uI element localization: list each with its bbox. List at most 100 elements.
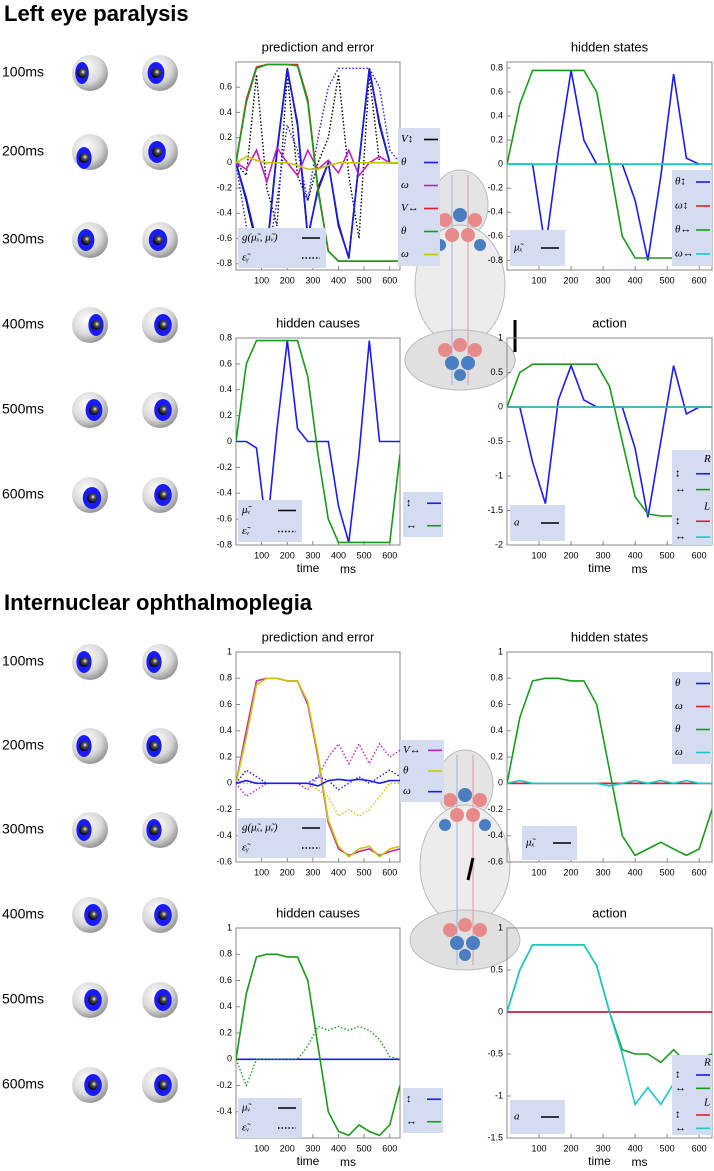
x-axis-unit: ms [632,1155,648,1166]
key-label: μ̃ᵥ [241,504,253,516]
x-tick-label: 200 [280,550,295,560]
key-label: ε̃ᵥ [242,525,251,537]
legend-label: ↕ [406,497,412,509]
eye [72,728,108,764]
y-tick-label: 0.8 [219,673,232,683]
x-tick-label: 600 [692,1143,707,1153]
x-tick-label: 300 [596,1143,611,1153]
x-tick-label: 300 [596,867,611,877]
x-axis-label: time [588,561,611,575]
x-tick-label: 100 [532,867,547,877]
section-title: Internuclear ophthalmoplegia [4,590,313,615]
eye [72,392,108,428]
x-tick-label: 400 [628,550,643,560]
legend-box [672,672,712,764]
y-tick-label: 0 [227,1054,232,1064]
y-tick-label: -0.4 [487,207,503,217]
x-tick-label: 300 [305,550,320,560]
y-tick-label: -0.4 [216,830,232,840]
time-label: 600ms [2,1076,44,1092]
time-label: 500ms [2,401,44,417]
y-tick-label: -0.2 [216,804,232,814]
eye [142,55,178,91]
key-box [238,818,326,858]
x-axis-unit: ms [340,562,356,576]
series-line [507,944,712,1064]
chart-title: action [592,905,627,920]
plot-frame [506,927,713,1139]
key-label: μ̃ᵥ [241,1102,253,1114]
y-tick-label: 0.2 [490,751,503,761]
x-tick-label: 100 [532,275,547,285]
y-tick-label: 1 [227,922,232,932]
eye [142,982,178,1018]
x-axis-label: time [297,1154,320,1166]
x-tick-label: 400 [628,275,643,285]
legend-label: ↕ [675,467,681,479]
x-tick-label: 300 [305,867,320,877]
chart-title: hidden causes [276,905,360,920]
x-tick-label: 300 [305,275,320,285]
y-tick-label: 1 [498,922,503,932]
eye [72,477,108,513]
x-tick-label: 600 [382,550,397,560]
y-tick-label: 0.2 [219,1027,232,1037]
x-tick-label: 300 [596,550,611,560]
eye [142,477,178,513]
y-tick-label: -0.2 [487,183,503,193]
legend-box [403,1088,443,1133]
y-tick-label: 0.8 [219,949,232,959]
time-label: 200ms [2,737,44,753]
x-tick-label: 100 [532,550,547,560]
pupil [79,825,89,835]
pupil [87,493,97,503]
eye [72,134,108,170]
eye [142,897,178,933]
y-tick-label: -0.2 [216,182,232,192]
eye [142,812,178,848]
x-tick-label: 400 [628,1143,643,1153]
x-tick-label: 200 [564,275,579,285]
x-tick-label: 500 [357,1143,372,1153]
legend-label: ↔ [675,1082,686,1094]
y-tick-label: -0.6 [487,231,503,241]
y-tick-label: -0.2 [216,462,232,472]
y-tick-label: -2 [495,539,503,549]
x-tick-label: 500 [660,867,675,877]
legend-label: ↔ [406,519,417,531]
chart-title: prediction and error [262,39,375,54]
legend-box [672,450,712,545]
y-tick-label: -0.5 [487,1048,503,1058]
y-tick-label: 0.8 [490,673,503,683]
legend-label: ↔ [406,1115,417,1127]
pupil [149,825,159,835]
legend-label: ↔ [675,483,686,495]
y-tick-label: -0.4 [216,488,232,498]
key-label: a [514,517,520,529]
x-tick-label: 600 [382,275,397,285]
legend-box [403,492,443,537]
legend-label: ω [401,248,409,260]
y-tick-label: 0 [498,1006,503,1016]
pupil [88,1080,98,1090]
legend-group-label: L [703,1097,710,1109]
eye [142,222,178,258]
series-line [236,953,400,1137]
x-tick-label: 200 [280,867,295,877]
pupil [89,405,99,415]
chart-title: hidden states [571,39,649,54]
key-box [238,500,302,542]
y-tick-label: 0.2 [490,135,503,145]
legend-label: ω [401,179,409,191]
y-tick-label: 0.2 [219,410,232,420]
x-tick-label: 200 [564,550,579,560]
x-tick-label: 600 [692,550,707,560]
x-tick-label: 500 [660,1143,675,1153]
y-tick-label: 0.5 [490,367,503,377]
y-tick-label: 0.6 [219,699,232,709]
x-tick-label: 400 [331,275,346,285]
eye [72,982,108,1018]
y-tick-label: 0 [227,436,232,446]
pupil [151,68,161,78]
legend-box [672,170,712,266]
